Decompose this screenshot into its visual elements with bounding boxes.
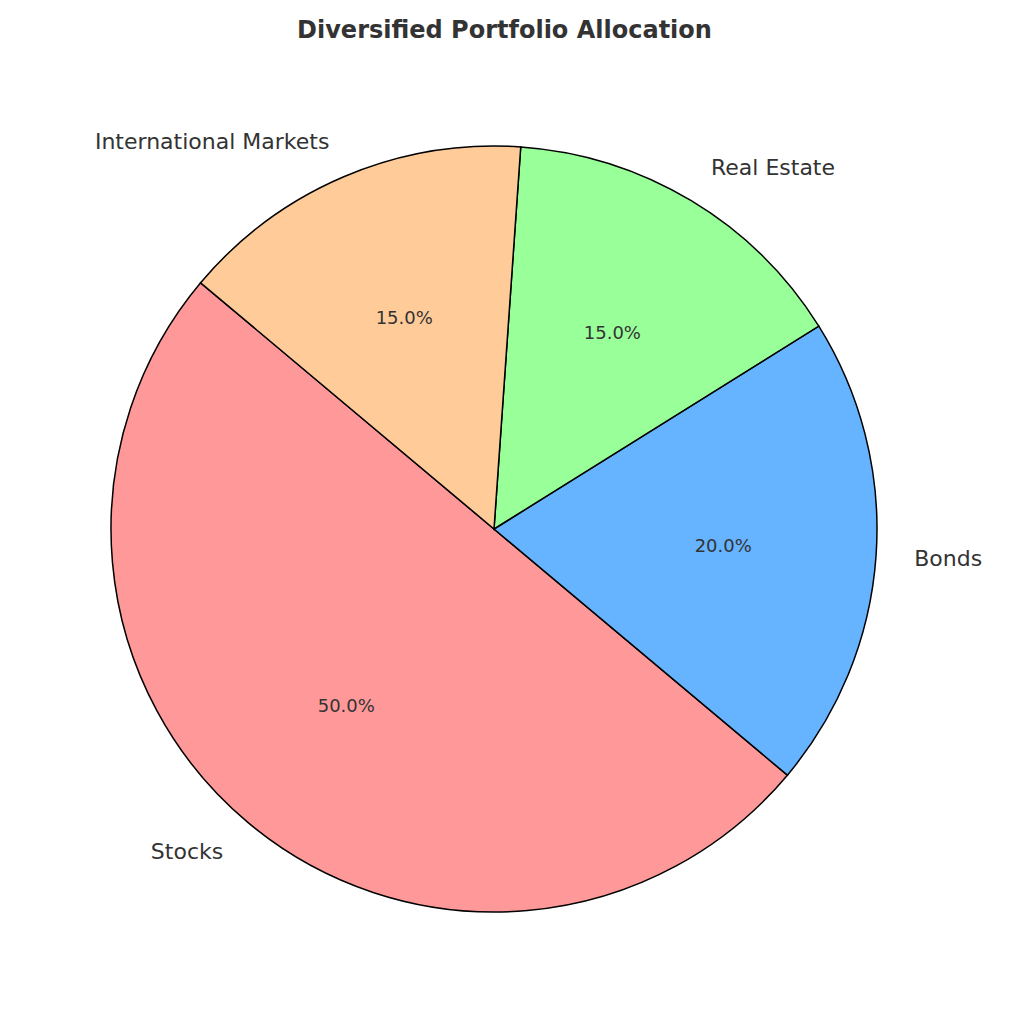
data-label: 15.0% [376, 307, 433, 328]
category-label: International Markets [95, 129, 330, 154]
data-label: 15.0% [584, 322, 641, 343]
category-label: Real Estate [711, 155, 835, 180]
chart: Diversified Portfolio Allocation 50.0% 20.… [0, 0, 1009, 1024]
title: Diversified Portfolio Allocation [297, 16, 712, 44]
category-label: Bonds [914, 546, 982, 571]
slice [201, 146, 521, 529]
pie: 50.0% 20.0% 15.0% 15.0% Stocks Bonds Real Esta… [95, 129, 982, 912]
data-label: 50.0% [318, 695, 375, 716]
data-label: 20.0% [695, 535, 752, 556]
slice [494, 147, 819, 529]
category-label: Stocks [151, 839, 223, 864]
